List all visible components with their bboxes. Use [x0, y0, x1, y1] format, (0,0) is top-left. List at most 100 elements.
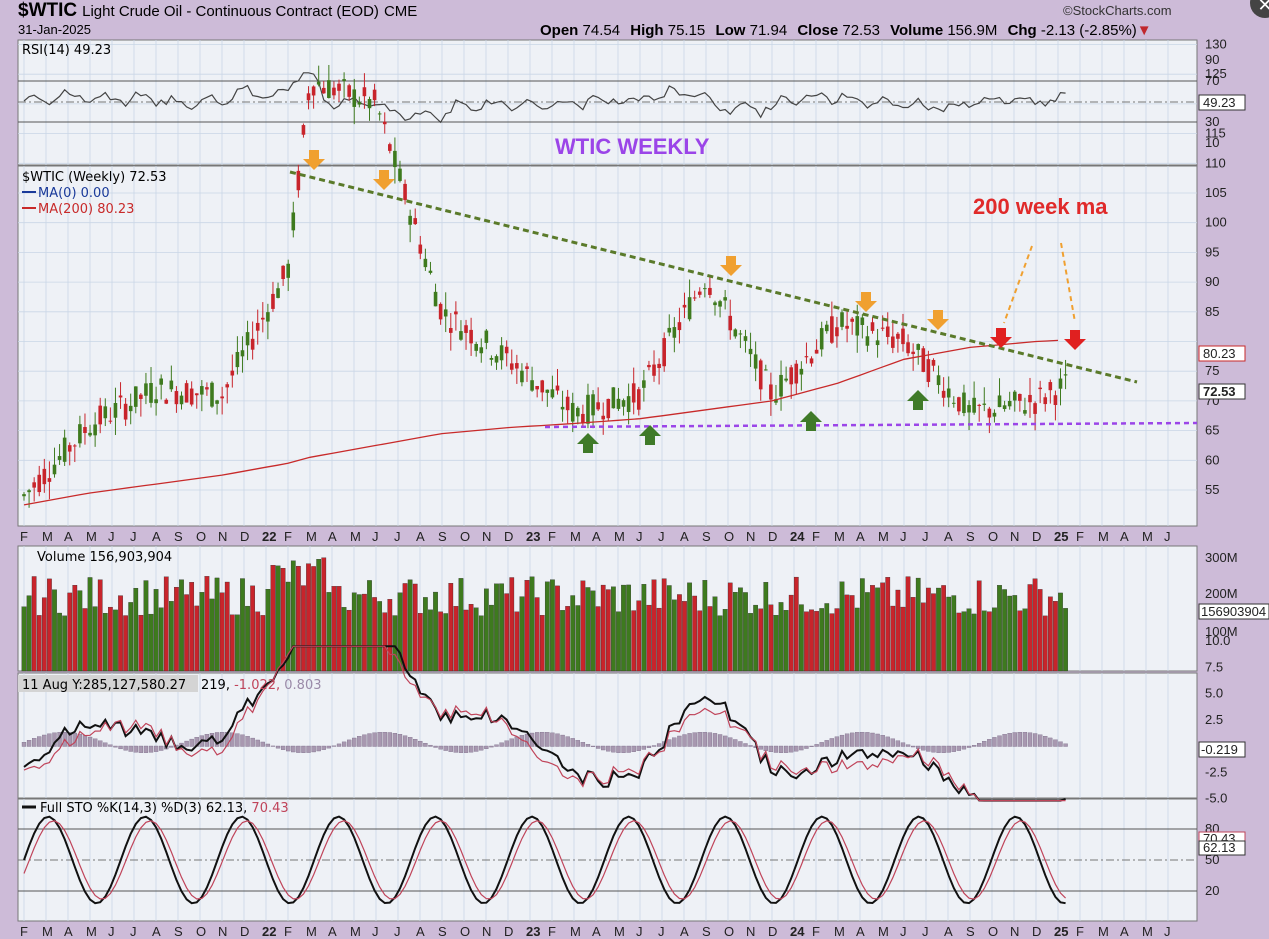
candle-body [911, 351, 915, 355]
candle-body [692, 297, 697, 299]
candle-body [260, 317, 265, 320]
volume-bar [87, 577, 93, 672]
candle-body [139, 394, 143, 399]
time-tick-label: F [1076, 529, 1084, 544]
macd-hist-bar [1022, 732, 1028, 747]
price-tick-label: 100 [1205, 215, 1227, 230]
macd-hist-bar [667, 739, 672, 747]
price-tick-label: 125 [1205, 66, 1227, 81]
macd-line [23, 645, 1066, 802]
macd-hist-bar [1038, 734, 1043, 747]
macd-hist-bar [707, 732, 713, 747]
macd-signal-line [23, 645, 1066, 802]
macd-hist-bar [870, 732, 875, 747]
macd-hist-bar [402, 735, 408, 747]
volume-bar [265, 589, 271, 672]
time-tick-label: J [658, 924, 665, 939]
time-tick-label: M [42, 529, 53, 544]
candle-body [565, 396, 570, 411]
candle-body [1028, 394, 1032, 403]
candle-body [758, 360, 763, 390]
orange-down-arrow-icon [373, 170, 395, 190]
time-tick-label: A [1120, 529, 1129, 544]
macd-hist-bar [839, 734, 845, 747]
candle-body [748, 348, 753, 355]
volume-bar [966, 608, 972, 672]
volume-bar [656, 607, 662, 672]
candle-body [642, 380, 646, 388]
volume-bar [1037, 589, 1043, 672]
candle-body [205, 387, 209, 390]
volume-bar [407, 579, 413, 672]
volume-bar [732, 592, 738, 672]
volume-bar [214, 577, 220, 672]
time-tick-label: N [218, 529, 227, 544]
price-tick-label: 60 [1205, 452, 1219, 467]
volume-tick-label: 300M [1205, 550, 1238, 565]
time-tick-label: M [350, 924, 361, 939]
time-tick-label: F [20, 529, 28, 544]
macd-hist-bar [1007, 733, 1012, 747]
macd-hist-bar [941, 745, 946, 753]
volume-bar [575, 605, 581, 672]
volume-bar [21, 606, 27, 672]
candle-body [591, 394, 595, 416]
candle-body [42, 468, 47, 485]
macd-hist-bar [540, 731, 545, 747]
time-tick-label: A [680, 529, 689, 544]
candle-body [128, 405, 133, 412]
macd-legend-value: 219, [201, 678, 230, 693]
candle-body [667, 327, 672, 333]
volume-bar [885, 577, 891, 672]
volume-bar [819, 608, 825, 672]
time-tick-label: 22 [262, 529, 276, 544]
volume-bar [783, 610, 789, 672]
macd-hist-bar [484, 745, 489, 749]
macd-hist-bar [98, 740, 103, 747]
volume-bar [580, 580, 586, 672]
time-tick-label: M [1142, 529, 1153, 544]
macd-hist-bar [783, 745, 789, 753]
macd-hist-bar [651, 745, 657, 747]
macd-hist-bar [982, 741, 987, 747]
macd-hist-bar [245, 736, 250, 747]
volume-bar [641, 584, 647, 672]
volume-bar [550, 579, 555, 672]
time-tick-label: F [548, 924, 556, 939]
candle-body [57, 456, 62, 460]
time-tick-label: A [944, 529, 953, 544]
candle-body [337, 83, 341, 91]
candle-body [154, 399, 158, 404]
volume-bar [677, 594, 682, 672]
chg-label: Chg [1007, 22, 1037, 39]
candle-body [52, 464, 57, 475]
volume-bar [1053, 601, 1058, 672]
macd-hist-bar [804, 745, 809, 749]
time-tick-label: N [1010, 924, 1019, 939]
volume-bar [839, 581, 845, 672]
close-icon[interactable]: ✕ [1250, 0, 1269, 18]
time-tick-label: M [570, 529, 581, 544]
volume-bar [895, 589, 901, 672]
support-line [544, 421, 1198, 429]
volume-bar [351, 592, 357, 672]
candle-body [22, 494, 26, 497]
volume-bar [260, 615, 266, 672]
candle-body [987, 408, 992, 418]
time-tick-label: J [394, 529, 401, 544]
volume-bar [600, 584, 606, 672]
volume-bar [62, 615, 67, 672]
candle-body [982, 403, 987, 405]
time-tick-label: J [130, 529, 137, 544]
macd-hist-bar [77, 733, 83, 747]
volume-bar [97, 579, 103, 672]
volume-bar [92, 606, 98, 672]
candle-body [540, 380, 545, 393]
time-tick-label: F [1076, 924, 1084, 939]
candle-body [936, 375, 941, 386]
candle-body [245, 332, 250, 346]
time-tick-label: F [812, 924, 820, 939]
volume-bar [108, 606, 113, 672]
macd-hist-bar [453, 745, 459, 753]
candle-body [550, 389, 555, 398]
